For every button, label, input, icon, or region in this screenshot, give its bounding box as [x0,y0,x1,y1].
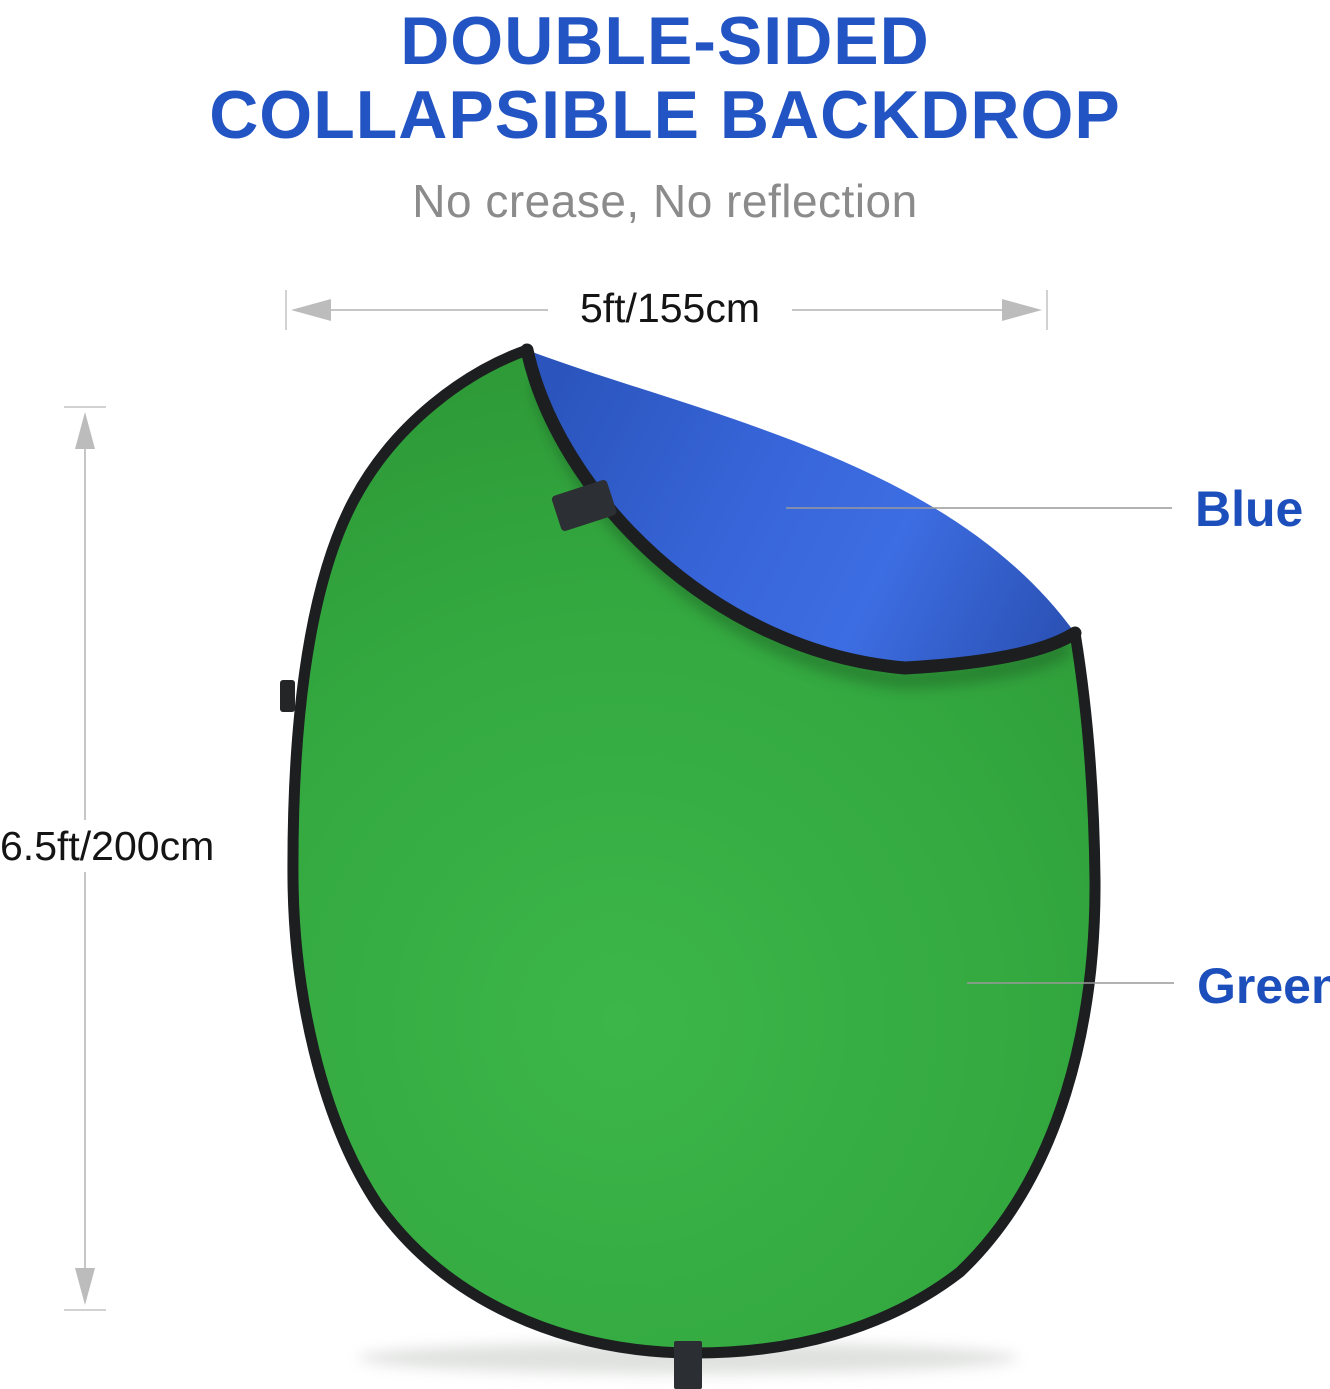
fold-edge [520,343,1082,675]
height-dimension-label: 6.5ft/200cm [0,820,214,872]
height-arrowhead-top-icon [75,412,95,449]
header: DOUBLE-SIDED COLLAPSIBLE BACKDROP No cre… [0,0,1330,228]
green-side-label: Green [1197,958,1330,1014]
height-arrowhead-bottom-icon [75,1268,95,1305]
width-dimension-label: 5ft/155cm [548,282,792,334]
subtitle: No crease, No reflection [412,175,918,227]
title-line-1: DOUBLE-SIDED [400,3,930,79]
width-arrowhead-right-icon [1002,299,1042,321]
hanger-tab [551,479,617,531]
title-line-2: COLLAPSIBLE BACKDROP [209,77,1121,153]
bottom-handle [674,1341,702,1389]
backdrop-blue-panel [527,350,1075,668]
left-edge-tab [280,680,295,712]
blue-side-label: Blue [1195,481,1304,537]
page-title: DOUBLE-SIDED COLLAPSIBLE BACKDROP [0,4,1330,152]
width-arrowhead-left-icon [291,299,331,321]
